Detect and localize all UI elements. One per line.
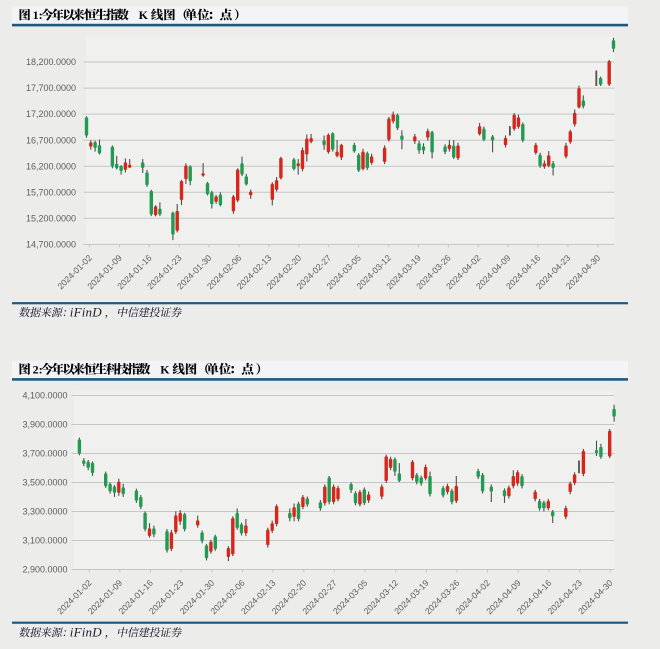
svg-text:3,900.0000: 3,900.0000 (22, 420, 67, 430)
svg-text:3,100.0000: 3,100.0000 (22, 536, 67, 546)
svg-text:1:: 1: (33, 8, 43, 22)
svg-text:16,200.0000: 16,200.0000 (26, 161, 76, 171)
svg-text:17,200.0000: 17,200.0000 (26, 109, 76, 119)
svg-text:K: K (139, 8, 149, 22)
svg-text:iFinD: iFinD (70, 624, 102, 639)
svg-text:3,700.0000: 3,700.0000 (22, 449, 67, 459)
svg-text:2,900.0000: 2,900.0000 (22, 565, 67, 575)
svg-text:15,700.0000: 15,700.0000 (26, 187, 76, 197)
svg-text:3,300.0000: 3,300.0000 (22, 507, 67, 517)
svg-text:18,200.0000: 18,200.0000 (26, 57, 76, 67)
svg-text:15,200.0000: 15,200.0000 (26, 213, 76, 223)
svg-text:K: K (160, 363, 170, 377)
svg-text:17,700.0000: 17,700.0000 (26, 83, 76, 93)
svg-text:3,500.0000: 3,500.0000 (22, 478, 67, 488)
svg-text:2:: 2: (33, 363, 43, 377)
svg-text:4,100.0000: 4,100.0000 (22, 391, 67, 401)
svg-text:14,700.0000: 14,700.0000 (26, 240, 76, 250)
svg-text:16,700.0000: 16,700.0000 (26, 135, 76, 145)
svg-text:iFinD: iFinD (70, 304, 102, 319)
